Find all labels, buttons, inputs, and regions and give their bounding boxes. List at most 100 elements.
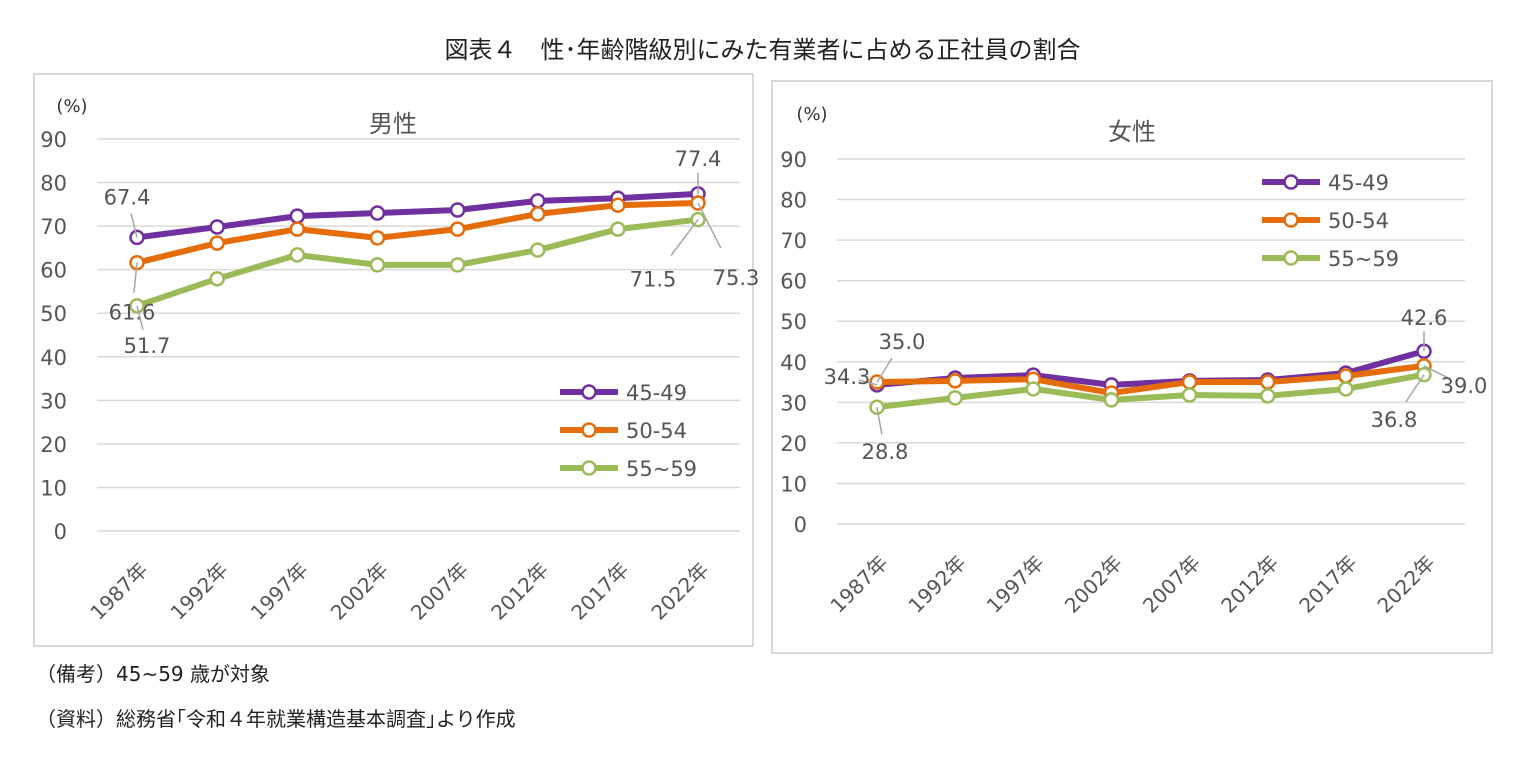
legend-marker	[1283, 174, 1299, 190]
data-label: 67.4	[104, 185, 151, 209]
chart-title: 女性	[1108, 118, 1156, 146]
x-tick-label: 2002年	[326, 558, 393, 625]
y-axis-unit: (%)	[796, 104, 827, 125]
series-line-50-54	[136, 200, 699, 266]
data-point	[289, 208, 306, 224]
x-tick-label: 1992年	[166, 558, 233, 625]
legend-label: 50-54	[626, 419, 687, 443]
data-point	[610, 197, 626, 213]
x-tick-label: 1987年	[85, 558, 152, 625]
y-tick-label: 50	[40, 302, 67, 326]
data-label-leader	[876, 407, 883, 435]
data-label: 77.4	[675, 147, 722, 171]
series-line-50-54	[876, 362, 1425, 397]
x-tick-label: 2022年	[646, 558, 713, 625]
y-tick-label: 20	[40, 433, 67, 457]
legend-marker	[581, 460, 597, 476]
data-label: 39.0	[1441, 374, 1488, 398]
x-tick-label: 2022年	[1372, 551, 1439, 618]
series-line-55~59	[876, 371, 1425, 411]
x-tick-label: 1997年	[982, 551, 1049, 618]
y-tick-label: 40	[780, 351, 807, 375]
data-label-leader	[133, 262, 138, 293]
y-tick-label: 30	[780, 391, 807, 415]
y-tick-label: 10	[780, 472, 807, 496]
y-tick-label: 70	[40, 215, 67, 239]
y-tick-label: 40	[40, 346, 67, 370]
legend-label: 45-49	[1328, 171, 1389, 195]
data-label-leader	[670, 219, 699, 257]
legend-marker	[1283, 250, 1299, 266]
legend-marker	[581, 384, 597, 400]
x-tick-label: 2017年	[566, 558, 633, 625]
y-tick-label: 60	[40, 259, 67, 283]
data-point	[1181, 374, 1198, 390]
data-label: 75.3	[713, 266, 760, 290]
legend-label: 50-54	[1328, 209, 1389, 233]
data-point	[449, 202, 466, 218]
data-point	[209, 271, 225, 287]
data-label: 35.0	[879, 330, 926, 354]
data-point	[369, 257, 386, 273]
y-tick-label: 80	[780, 189, 807, 213]
data-point	[209, 219, 225, 235]
data-point	[1338, 368, 1354, 384]
data-label: 36.8	[1371, 408, 1418, 432]
x-tick-label: 2007年	[406, 558, 473, 625]
y-tick-label: 90	[40, 128, 67, 152]
data-label-leader	[136, 305, 144, 330]
legend-label: 55~59	[1328, 247, 1399, 271]
data-label: 34.3	[824, 365, 871, 389]
note-remarks: （備考）45~59 歳が対象	[36, 662, 271, 686]
y-tick-label: 0	[794, 513, 807, 537]
y-tick-label: 80	[40, 172, 67, 196]
data-point	[529, 242, 546, 258]
data-point	[289, 247, 306, 263]
y-tick-label: 70	[780, 229, 807, 253]
x-tick-label: 2012年	[1216, 551, 1283, 618]
x-tick-label: 2007年	[1138, 551, 1205, 618]
data-point	[369, 205, 386, 221]
y-tick-label: 0	[54, 520, 67, 544]
data-point	[209, 235, 225, 251]
data-point	[947, 390, 963, 406]
legend-marker	[581, 422, 597, 438]
data-point	[1259, 374, 1276, 390]
data-label-leader	[1423, 365, 1449, 379]
data-point	[1338, 381, 1354, 397]
x-tick-label: 2012年	[486, 558, 553, 625]
data-point	[289, 221, 306, 237]
data-label: 71.5	[630, 268, 677, 292]
x-tick-label: 2017年	[1294, 551, 1361, 618]
data-label-leader	[1405, 374, 1425, 403]
data-label-leader	[697, 202, 722, 249]
data-label: 51.7	[124, 334, 171, 358]
legend-label: 45-49	[626, 381, 687, 405]
data-point	[1259, 388, 1276, 404]
data-label: 28.8	[862, 440, 909, 464]
y-tick-label: 50	[780, 310, 807, 334]
y-tick-label: 60	[780, 270, 807, 294]
x-tick-label: 1987年	[825, 551, 892, 618]
y-tick-label: 20	[780, 432, 807, 456]
data-label: 61.6	[109, 301, 156, 325]
series-line-45-49	[136, 190, 699, 241]
data-point	[1025, 381, 1042, 397]
data-label-leader	[130, 213, 138, 238]
y-tick-label: 10	[40, 476, 67, 500]
x-tick-label: 1997年	[246, 558, 313, 625]
legend-label: 55~59	[626, 457, 697, 481]
data-point	[947, 373, 963, 389]
data-label-leader	[876, 357, 893, 383]
legend-marker	[1283, 212, 1299, 228]
data-point	[1103, 392, 1120, 408]
data-point	[1181, 387, 1198, 403]
series-line-55~59	[136, 216, 699, 309]
y-tick-label: 90	[780, 148, 807, 172]
x-tick-label: 1992年	[904, 551, 971, 618]
data-point	[369, 230, 386, 246]
data-point	[610, 221, 626, 237]
figure-title: 図表４ 性･年齢階級別にみた有業者に占める正社員の割合	[444, 36, 1081, 64]
note-source: （資料）総務省｢令和４年就業構造基本調査｣より作成	[36, 707, 516, 731]
